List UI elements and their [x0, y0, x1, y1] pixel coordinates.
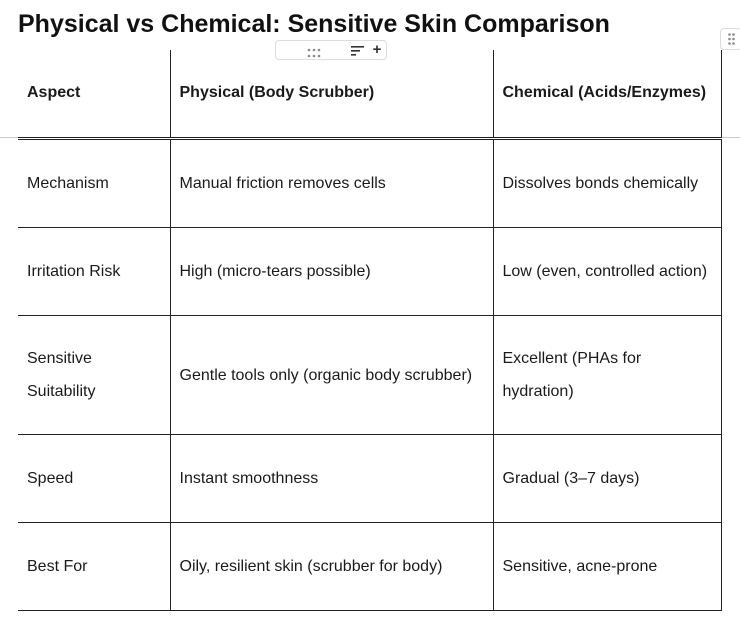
table-row: Mechanism Manual friction removes cells …	[18, 138, 722, 228]
header-aspect[interactable]: Aspect	[18, 50, 171, 140]
table-cell[interactable]: High (micro-tears possible)	[169, 227, 494, 316]
table-row: Irritation Risk High (micro-tears possib…	[18, 227, 722, 316]
table-row: Best For Oily, resilient skin (scrubber …	[18, 522, 722, 611]
table-cell[interactable]: Irritation Risk	[18, 227, 171, 316]
comparison-table: Aspect Physical (Body Scrubber) Chemical…	[18, 50, 722, 611]
table-cell[interactable]: Instant smoothness	[169, 434, 494, 523]
column-drag-handle-icon[interactable]	[720, 28, 740, 50]
header-physical[interactable]: Physical (Body Scrubber)	[169, 50, 494, 140]
table-cell[interactable]: Sensitive, acne-prone	[492, 522, 722, 611]
table-cell[interactable]: Gentle tools only (organic body scrubber…	[169, 315, 494, 435]
table-cell[interactable]: Manual friction removes cells	[169, 138, 494, 228]
table-cell[interactable]: Excellent (PHAs for hydration)	[492, 315, 722, 435]
table-toolbar: +	[275, 40, 387, 60]
table-cell[interactable]: Dissolves bonds chemically	[492, 138, 722, 228]
table-row: Speed Instant smoothness Gradual (3–7 da…	[18, 434, 722, 523]
header-chemical[interactable]: Chemical (Acids/Enzymes)	[492, 50, 722, 140]
table-cell[interactable]: Oily, resilient skin (scrubber for body)	[169, 522, 494, 611]
table-cell[interactable]: Speed	[18, 434, 171, 523]
sort-icon[interactable]	[351, 44, 365, 56]
table-cell[interactable]: Gradual (3–7 days)	[492, 434, 722, 523]
drag-handle-icon[interactable]	[307, 45, 321, 58]
table-header-row: Aspect Physical (Body Scrubber) Chemical…	[18, 50, 722, 140]
add-icon[interactable]: +	[372, 41, 382, 58]
table-cell[interactable]: Mechanism	[18, 138, 171, 228]
page-title: Physical vs Chemical: Sensitive Skin Com…	[18, 10, 610, 38]
table-cell[interactable]: Best For	[18, 522, 171, 611]
table-cell[interactable]: Low (even, controlled action)	[492, 227, 722, 316]
table-cell[interactable]: Sensitive Suitability	[18, 315, 171, 435]
table-row: Sensitive Suitability Gentle tools only …	[18, 315, 722, 435]
